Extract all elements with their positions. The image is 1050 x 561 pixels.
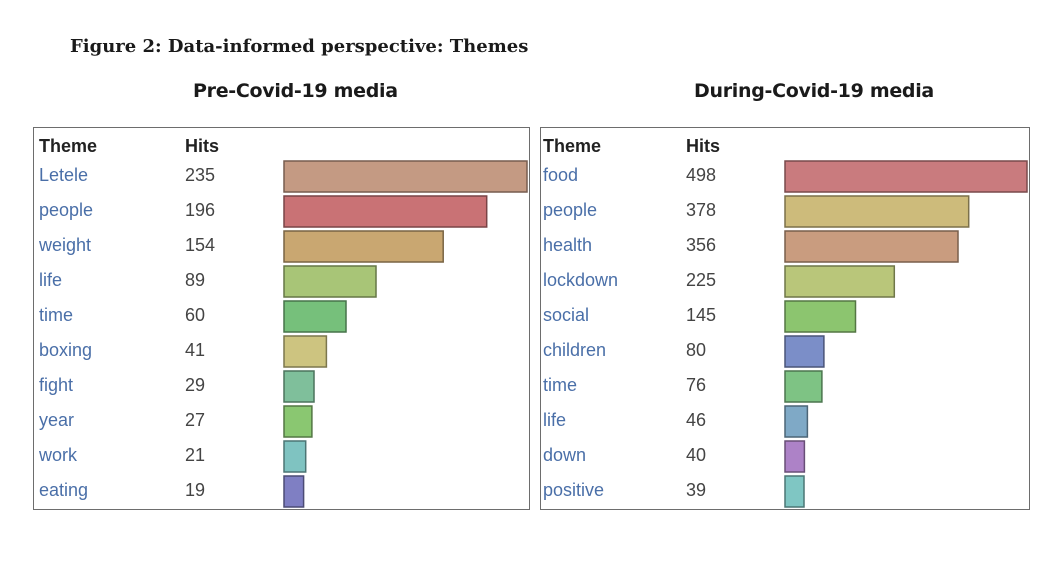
pre-covid-hits-value: 196 xyxy=(185,200,215,220)
pre-covid-hits-value: 41 xyxy=(185,340,205,360)
during-covid-bar xyxy=(784,300,857,333)
pre-covid-theme-label: time xyxy=(39,305,73,325)
pre-covid-theme-label: Letele xyxy=(39,165,88,185)
during-covid-theme-label: social xyxy=(543,305,589,325)
during-covid-hits-value: 498 xyxy=(686,165,716,185)
chart-svg-pre-covid: Theme Hits Letele 235 people 196 weight 154 life… xyxy=(38,136,528,508)
during-covid-theme-label: food xyxy=(543,165,578,185)
pre-covid-theme-label: fight xyxy=(39,375,73,395)
pre-covid-theme-label: weight xyxy=(38,235,91,255)
during-covid-bar xyxy=(784,195,970,228)
pre-covid-theme-label: eating xyxy=(39,480,88,500)
pre-covid-hits-value: 21 xyxy=(185,445,205,465)
pre-covid-theme-label: boxing xyxy=(39,340,92,360)
chart-panel-pre-covid: Theme Hits Letele 235 people 196 weight 154 life… xyxy=(33,127,530,510)
during-covid-hits-value: 39 xyxy=(686,480,706,500)
pre-covid-bar xyxy=(283,370,315,403)
pre-covid-bar xyxy=(283,300,347,333)
pre-covid-theme-label: people xyxy=(39,200,93,220)
pre-covid-theme-label: year xyxy=(39,410,74,430)
figure-title: Figure 2: Data-informed perspective: The… xyxy=(70,36,529,57)
during-covid-theme-label: positive xyxy=(543,480,604,500)
pre-covid-bar xyxy=(283,230,444,263)
during-covid-theme-label: down xyxy=(543,445,586,465)
chart-panel-during-covid: Theme Hits food 498 people 378 health 356 lockdo… xyxy=(540,127,1030,510)
during-covid-bar xyxy=(784,265,896,298)
pre-covid-bar xyxy=(283,440,307,473)
during-covid-theme-label: people xyxy=(543,200,597,220)
pre-covid-theme-label: life xyxy=(39,270,62,290)
during-covid-bar xyxy=(784,335,825,368)
during-covid-header-hits: Hits xyxy=(686,136,720,156)
pre-covid-theme-label: work xyxy=(38,445,78,465)
pre-covid-hits-value: 154 xyxy=(185,235,215,255)
during-covid-bar xyxy=(784,475,805,508)
during-covid-theme-label: life xyxy=(543,410,566,430)
pre-covid-header-hits: Hits xyxy=(185,136,219,156)
during-covid-theme-label: time xyxy=(543,375,577,395)
chart-svg-during-covid: Theme Hits food 498 people 378 health 356 lockdo… xyxy=(543,136,1028,508)
during-covid-header-theme: Theme xyxy=(543,136,601,156)
during-covid-bar xyxy=(784,160,1028,193)
during-covid-hits-value: 356 xyxy=(686,235,716,255)
pre-covid-bar xyxy=(283,265,377,298)
pre-covid-hits-value: 235 xyxy=(185,165,215,185)
pre-covid-bar xyxy=(283,160,528,193)
during-covid-hits-value: 76 xyxy=(686,375,706,395)
pre-covid-bar xyxy=(283,195,488,228)
during-covid-hits-value: 225 xyxy=(686,270,716,290)
pre-covid-bar xyxy=(283,475,305,508)
chart-title-during-covid: During-Covid-19 media xyxy=(694,80,934,102)
during-covid-theme-label: children xyxy=(543,340,606,360)
during-covid-hits-value: 378 xyxy=(686,200,716,220)
pre-covid-bar xyxy=(283,405,313,438)
chart-title-pre-covid: Pre-Covid-19 media xyxy=(193,80,398,102)
during-covid-bar xyxy=(784,440,806,473)
pre-covid-hits-value: 29 xyxy=(185,375,205,395)
during-covid-hits-value: 80 xyxy=(686,340,706,360)
during-covid-hits-value: 145 xyxy=(686,305,716,325)
pre-covid-bar xyxy=(283,335,328,368)
pre-covid-header-theme: Theme xyxy=(39,136,97,156)
pre-covid-hits-value: 60 xyxy=(185,305,205,325)
pre-covid-hits-value: 19 xyxy=(185,480,205,500)
during-covid-theme-label: health xyxy=(543,235,592,255)
during-covid-hits-value: 46 xyxy=(686,410,706,430)
pre-covid-hits-value: 27 xyxy=(185,410,205,430)
during-covid-bar xyxy=(784,230,959,263)
during-covid-bar xyxy=(784,370,823,403)
during-covid-theme-label: lockdown xyxy=(543,270,618,290)
during-covid-hits-value: 40 xyxy=(686,445,706,465)
pre-covid-hits-value: 89 xyxy=(185,270,205,290)
during-covid-bar xyxy=(784,405,809,438)
